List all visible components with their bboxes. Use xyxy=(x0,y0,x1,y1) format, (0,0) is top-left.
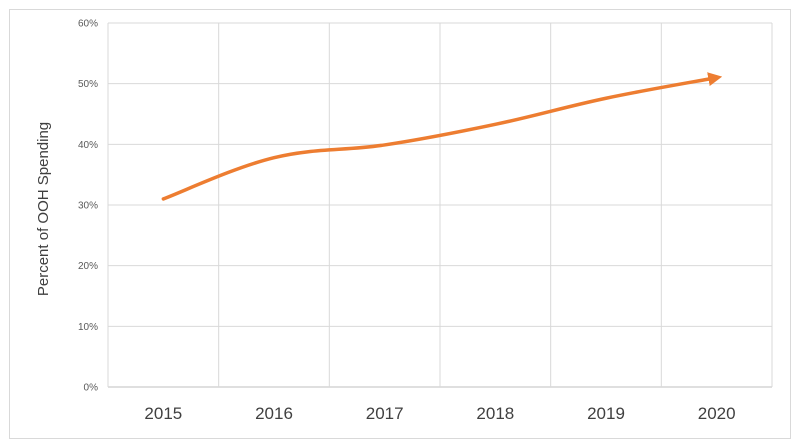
y-tick-label: 50% xyxy=(78,79,98,90)
x-tick-label: 2015 xyxy=(144,404,182,423)
y-tick-label: 30% xyxy=(78,201,98,212)
x-tick-label: 2018 xyxy=(476,404,514,423)
x-tick-label: 2016 xyxy=(255,404,293,423)
x-axis-ticks: 2015 2016 2017 2018 2019 2020 xyxy=(144,404,735,423)
y-axis-ticks: 0% 10% 20% 30% 40% 50% 60% xyxy=(78,19,98,394)
x-tick-label: 2017 xyxy=(366,404,404,423)
y-tick-label: 20% xyxy=(78,261,98,272)
chart-frame xyxy=(9,9,791,439)
series-line xyxy=(161,72,723,201)
x-tick-label: 2020 xyxy=(698,404,736,423)
y-tick-label: 60% xyxy=(78,19,98,30)
grid xyxy=(107,22,773,388)
y-tick-label: 10% xyxy=(78,322,98,333)
x-tick-label: 2019 xyxy=(587,404,625,423)
y-tick-label: 40% xyxy=(78,140,98,151)
y-tick-label: 0% xyxy=(84,383,99,394)
y-axis-label: Percent of OOH Spending xyxy=(35,122,52,296)
series-group xyxy=(161,72,723,201)
